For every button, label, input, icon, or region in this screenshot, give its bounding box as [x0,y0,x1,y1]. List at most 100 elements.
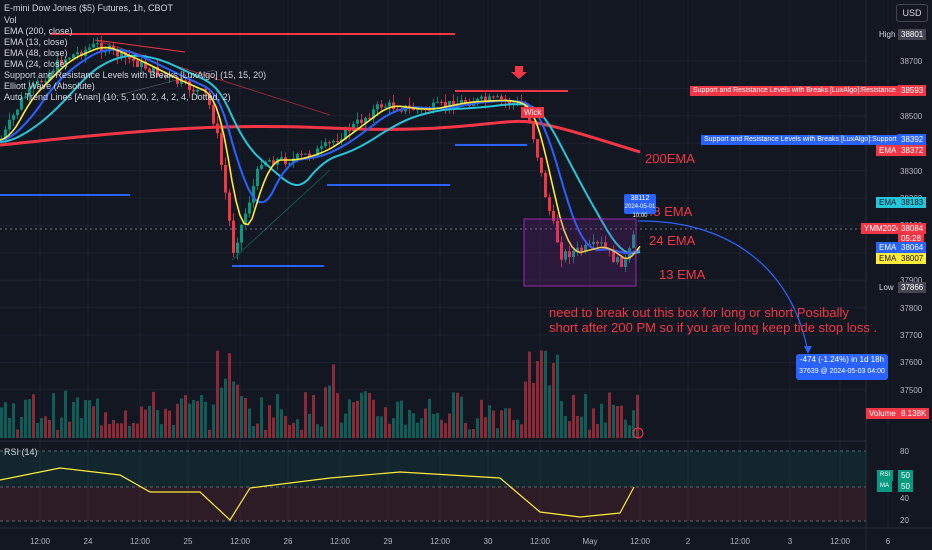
price-tick: 38300 [900,166,923,176]
analysis-note: need to break out this box for long or s… [549,305,878,335]
projection-curve [637,220,809,353]
volume-bar [228,353,231,438]
volume-bar [492,410,495,438]
chart-title: E-mini Dow Jones ($5) Futures, 1h, CBOT [4,3,174,13]
candle-body [176,77,179,84]
volume-bar [620,405,623,438]
volume-bar [248,408,251,438]
candle-body [64,59,67,64]
volume-bar [128,425,131,438]
volume-bar [144,409,147,438]
candle-body [68,58,71,60]
volume-bar [340,422,343,438]
volume-bar [436,413,439,438]
volume-bar [140,406,143,438]
candle-body [12,115,15,120]
candle-body [544,172,547,198]
candle-body [180,80,183,84]
indicator-ema48[interactable]: EMA (48, close) [4,48,68,58]
indicator-sr-levels[interactable]: Support and Resistance Levels with Break… [4,70,267,80]
rsi-title[interactable]: RSI (14) [4,447,38,457]
candle-body [152,66,155,73]
volume-bar [312,395,315,438]
candle-body [480,96,483,99]
volume-bar [532,382,535,438]
candle-body [320,146,323,149]
ema13-annotation: 13 EMA [659,267,706,282]
candle-body [508,100,511,104]
volume-bar [432,413,435,438]
candle-body [604,242,607,249]
rsi-tick-20: 20 [900,516,909,525]
rsi-ma-badge: MA [877,481,892,492]
low-value-badge: 37866 [898,282,927,293]
volume-bar [488,405,491,438]
candle-body [160,74,163,77]
volume-bar [396,401,399,438]
volume-bar [168,410,171,438]
volume-bar [164,408,167,438]
indicator-elliott[interactable]: Elliott Wave (Absolute) [4,81,95,91]
candle-body [436,101,439,103]
ema48-label: EMA [876,197,900,208]
volume-bar [196,401,199,438]
candle-body [212,104,215,124]
volume-bar [576,415,579,438]
indicator-trendlines[interactable]: Auto Trend Lines [Anan] (10, 5, 100, 2, … [4,92,231,102]
volume-bar [412,413,415,438]
candle-body [116,49,119,57]
candle-body [96,43,99,45]
volume-bar [596,424,599,438]
symbol-label: YMM2024 [861,223,904,234]
volume-bar [40,418,43,438]
volume-bar [44,416,47,438]
volume-bar [100,425,103,438]
support-label: Support and Resistance Levels with Break… [701,135,900,145]
indicator-ema24[interactable]: EMA (24, close) [4,59,68,69]
volume-bar [224,378,227,438]
indicator-vol[interactable]: Vol [4,15,17,25]
candle-body [188,81,191,91]
candle-body [620,257,623,267]
indicator-ema13[interactable]: EMA (13, close) [4,37,68,47]
candle-body [140,61,143,67]
volume-bar [572,395,575,438]
volume-bar [444,423,447,438]
candle-body [232,220,235,253]
currency-button[interactable]: USD [896,4,928,22]
volume-bar [544,350,547,438]
volume-bar [424,408,427,438]
candle-body [40,80,43,82]
ema200-annotation: 200EMA [645,151,695,166]
candle-body [304,153,307,155]
volume-bars [0,350,639,438]
volume-bar [324,387,327,438]
candle-body [252,186,255,203]
volume-bar [344,413,347,438]
time-tick: 12:00 [29,537,51,546]
ema-200-line [0,119,641,154]
volume-bar [92,406,95,438]
rsi-oversold-zone [0,487,866,521]
volume-bar [320,426,323,438]
volume-bar [192,399,195,438]
volume-bar [300,429,303,438]
high-value-badge: 38801 [898,29,927,40]
volume-bar [384,407,387,438]
candle-body [80,52,83,56]
volume-bar [292,422,295,438]
indicator-ema200[interactable]: EMA (200, close) [4,26,73,36]
candle-body [208,92,211,105]
volume-bar [568,421,571,438]
candle-body [260,164,263,169]
volume-bar [468,429,471,438]
candle-body [600,242,603,244]
volume-bar [288,425,291,438]
candle-body [360,119,363,123]
volume-bar [480,399,483,438]
candle-body [484,96,487,102]
time-tick: 12:00 [329,537,351,546]
volume-bar [372,399,375,438]
price-tick: 38700 [900,57,923,66]
